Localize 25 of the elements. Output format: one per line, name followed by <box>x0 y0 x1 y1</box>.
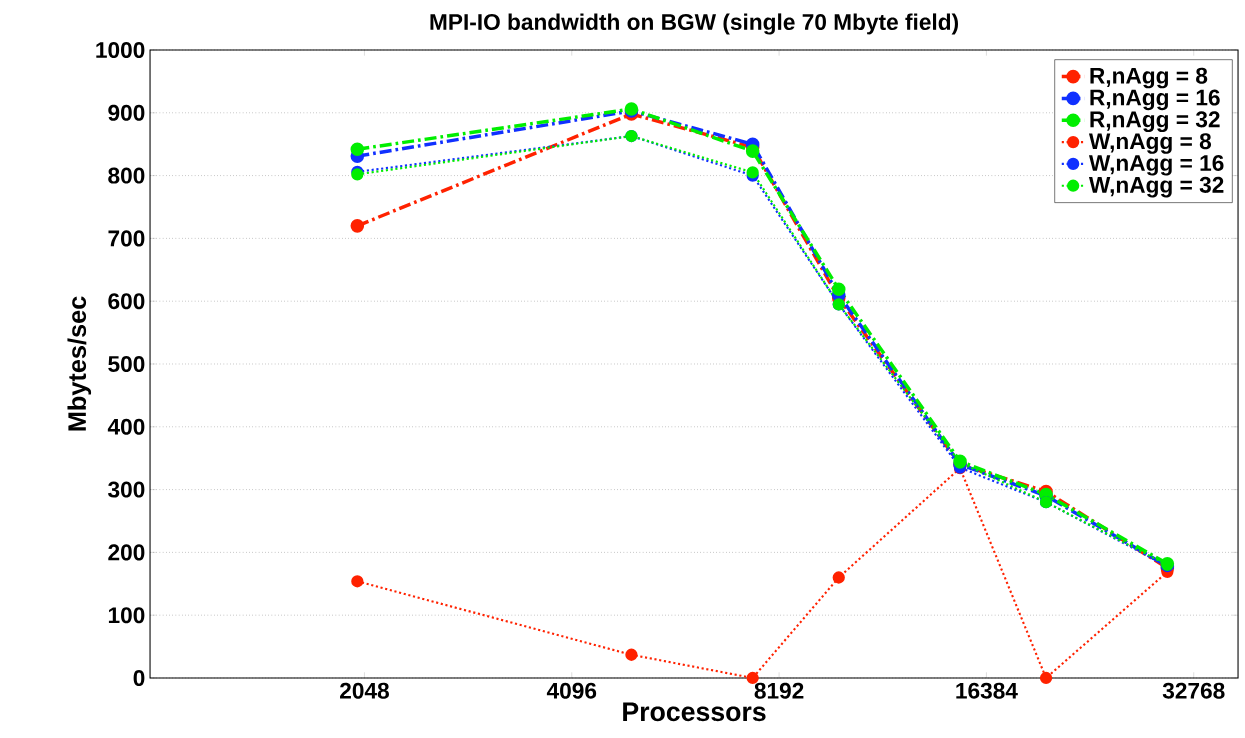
legend-label: R,nAgg = 32 <box>1090 111 1220 132</box>
legend-label: W,nAgg = 8 <box>1088 133 1212 154</box>
chart-title: MPI-IO bandwidth on BGW (single 70 Mbyte field) <box>430 13 958 35</box>
y-tick-label: 800 <box>108 167 145 184</box>
y-tick-label: 200 <box>108 544 145 561</box>
x-tick-label: 16384 <box>956 682 1018 699</box>
x-axis-title: Processors <box>623 702 766 722</box>
x-tick-label: 4096 <box>546 682 597 699</box>
x-tick-label: 32768 <box>1162 682 1225 699</box>
x-tick-label: 2048 <box>340 682 389 699</box>
y-axis-title: Mbytes/sec <box>67 296 92 431</box>
y-tick-label: 0 <box>133 669 145 687</box>
legend-label: R,nAgg = 8 <box>1090 67 1208 89</box>
y-tick-label: 1000 <box>96 41 145 59</box>
y-tick-label: 600 <box>108 293 145 310</box>
y-tick-label: 300 <box>108 481 145 498</box>
y-tick-label: 900 <box>108 104 145 121</box>
y-tick-label: 500 <box>108 355 145 373</box>
y-tick-label: 100 <box>108 607 145 624</box>
x-tick-label: 8192 <box>754 682 804 699</box>
legend-label: W,nAgg = 32 <box>1088 176 1224 198</box>
y-tick-label: 700 <box>108 230 145 247</box>
legend-label: R,nAgg = 16 <box>1090 89 1220 111</box>
legend-label: W,nAgg = 16 <box>1088 154 1224 176</box>
y-tick-label: 400 <box>107 418 145 435</box>
